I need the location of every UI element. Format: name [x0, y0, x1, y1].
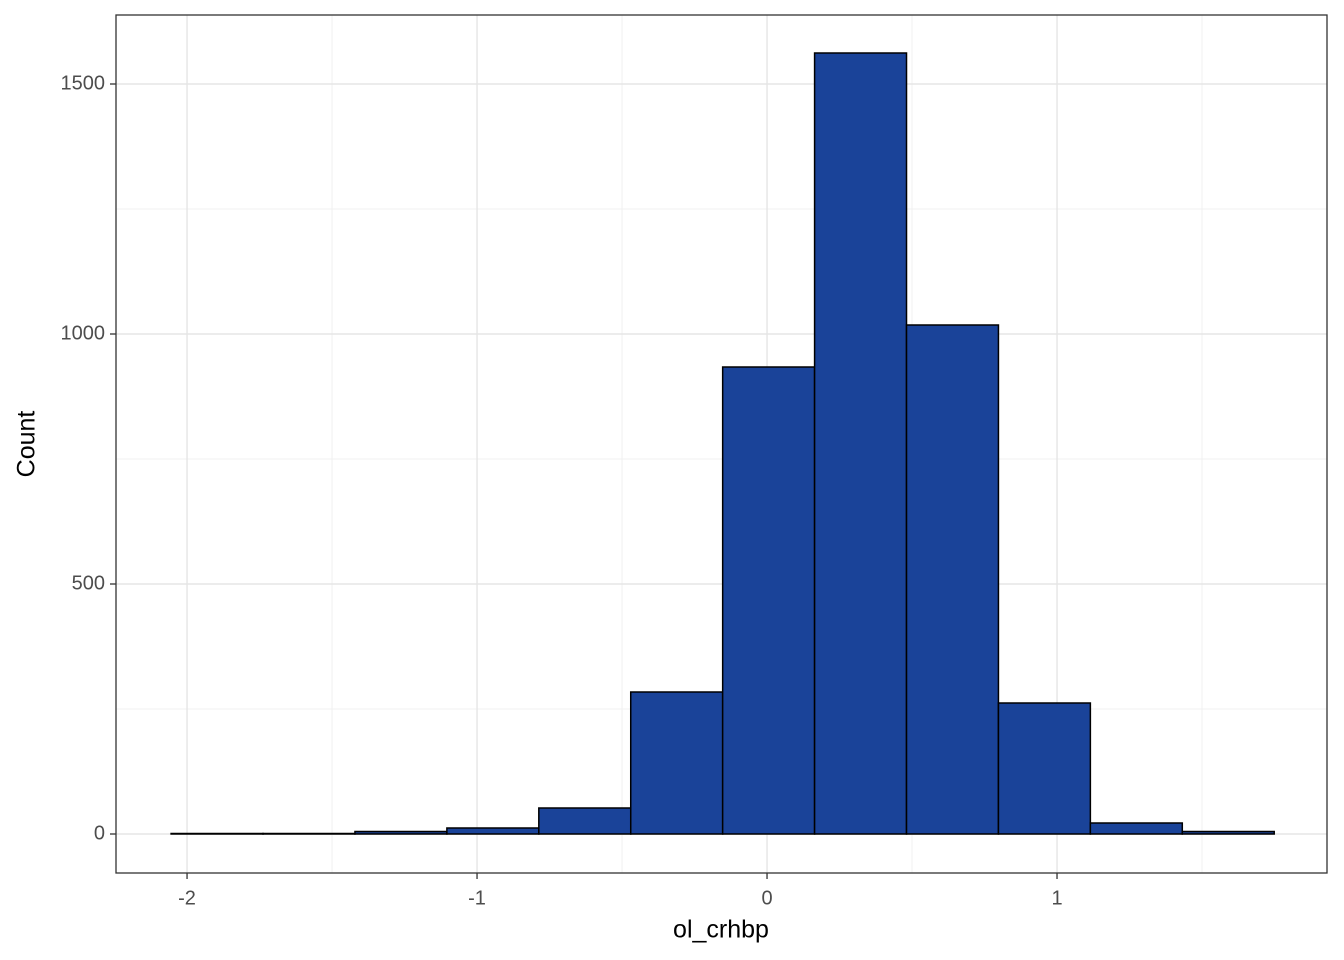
x-tick-label: -2 [178, 887, 196, 909]
panel-border [115, 14, 1328, 874]
x-tick-label: 1 [1051, 887, 1062, 909]
y-tick-label: 1000 [61, 322, 106, 344]
bar [446, 827, 540, 835]
bar [905, 324, 1000, 835]
bar [1089, 822, 1184, 835]
y-tick-label: 1500 [61, 72, 106, 94]
bar [629, 691, 724, 835]
bar [354, 830, 448, 835]
bar [813, 52, 908, 835]
bar [538, 807, 632, 835]
bar [262, 832, 356, 835]
bar [170, 832, 264, 835]
y-tick-label: 500 [72, 572, 105, 594]
y-tick-label: 0 [94, 822, 105, 844]
x-axis-title: ol_crhbp [673, 916, 769, 944]
y-axis-title: Count [13, 411, 41, 478]
bars [170, 52, 1275, 835]
bar [1181, 830, 1275, 835]
bar [721, 366, 816, 835]
x-tick-label: -1 [468, 887, 486, 909]
axes: -2 -1 0 1 0 500 1000 1500 [61, 72, 1063, 909]
x-tick-label: 0 [761, 887, 772, 909]
bar [997, 702, 1092, 835]
